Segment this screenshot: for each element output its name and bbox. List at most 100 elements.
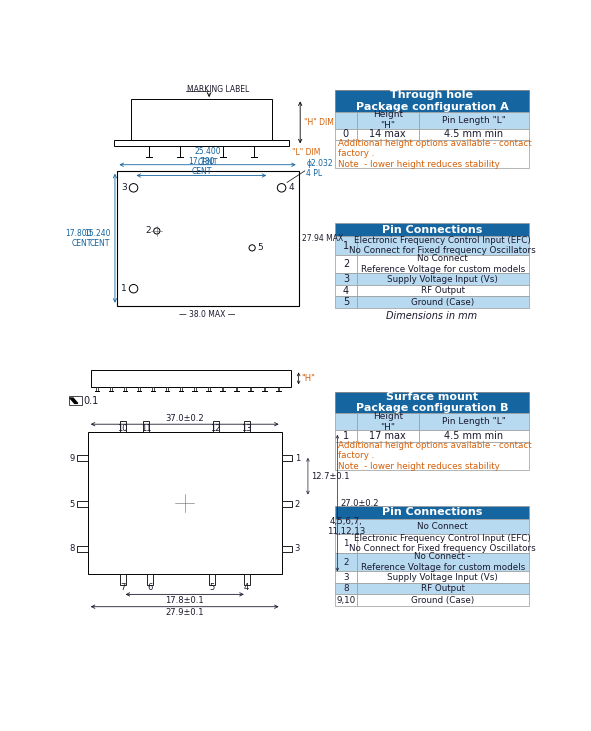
Bar — [243, 575, 250, 585]
Polygon shape — [70, 398, 78, 404]
Bar — [213, 421, 219, 432]
Bar — [357, 594, 529, 606]
Text: Height
"H": Height "H" — [373, 110, 403, 130]
Bar — [357, 296, 529, 308]
Bar — [124, 387, 126, 391]
Text: 0.1: 0.1 — [83, 395, 99, 406]
Text: Electronic Frequency Control Input (EFC)
No Connect for Fixed frequency Oscillat: Electronic Frequency Control Input (EFC)… — [349, 534, 536, 553]
Bar — [166, 387, 168, 391]
Bar — [335, 285, 357, 296]
Text: Electronic Frequency Control Input (EFC)
No Connect for Fixed frequency Oscillat: Electronic Frequency Control Input (EFC)… — [349, 236, 536, 255]
Text: 27.0±0.2: 27.0±0.2 — [340, 499, 379, 507]
Text: 9: 9 — [69, 454, 74, 463]
Bar — [96, 387, 98, 391]
Bar — [77, 455, 88, 461]
Bar — [131, 99, 271, 140]
Bar — [357, 273, 529, 285]
Bar — [152, 387, 154, 391]
Text: — 38.0 MAX —: — 38.0 MAX — — [180, 311, 236, 319]
Bar — [250, 387, 251, 391]
Text: 1: 1 — [343, 539, 349, 548]
Text: Dimensions in mm: Dimensions in mm — [387, 311, 478, 321]
Text: 2: 2 — [146, 227, 151, 235]
Bar — [147, 575, 153, 585]
Bar — [357, 236, 529, 255]
Text: 4: 4 — [244, 583, 249, 592]
Bar — [335, 519, 357, 534]
Bar — [335, 534, 357, 553]
Bar — [357, 129, 419, 140]
Text: 4.5 mm min: 4.5 mm min — [444, 129, 504, 140]
Bar — [335, 442, 529, 469]
Bar — [119, 421, 126, 432]
Bar — [77, 501, 88, 507]
Text: 5: 5 — [258, 243, 264, 252]
Text: 14 max: 14 max — [369, 129, 406, 140]
Text: Supply Voltage Input (Vs): Supply Voltage Input (Vs) — [387, 275, 498, 284]
Bar — [335, 583, 357, 594]
Bar — [114, 140, 288, 146]
Bar — [119, 575, 126, 585]
Bar — [357, 431, 419, 442]
Text: 0: 0 — [343, 129, 349, 140]
Bar — [335, 414, 357, 431]
Bar — [357, 285, 529, 296]
Text: Supply Voltage Input (Vs): Supply Voltage Input (Vs) — [387, 572, 498, 582]
Bar — [208, 387, 209, 391]
Text: MARKING LABEL: MARKING LABEL — [187, 85, 249, 94]
Bar — [335, 572, 357, 583]
Text: 4.5 mm min: 4.5 mm min — [444, 431, 504, 441]
Text: 4: 4 — [343, 286, 349, 295]
Bar — [243, 421, 250, 432]
Text: "H": "H" — [301, 374, 315, 383]
Text: Through hole
Package configuration A: Through hole Package configuration A — [356, 90, 508, 112]
Text: 15.240
CENT: 15.240 CENT — [84, 229, 111, 248]
Text: Additional height options available - contact
factory .
Note  - lower height red: Additional height options available - co… — [338, 139, 532, 169]
Bar — [335, 90, 529, 112]
Text: 10: 10 — [118, 423, 128, 433]
Text: 17.8±0.1: 17.8±0.1 — [165, 596, 204, 605]
Bar — [357, 553, 529, 572]
Text: 17.800
CENT: 17.800 CENT — [65, 229, 92, 248]
Bar — [264, 387, 265, 391]
Bar — [281, 546, 293, 552]
Text: Pin Connections: Pin Connections — [382, 507, 482, 518]
Text: Ground (Case): Ground (Case) — [411, 596, 475, 605]
Text: No Connect
Reference Voltage for custom models: No Connect Reference Voltage for custom … — [361, 254, 525, 273]
Text: 1: 1 — [343, 240, 349, 251]
Circle shape — [129, 284, 138, 293]
Text: Pin Length "L": Pin Length "L" — [442, 417, 506, 426]
Text: 8: 8 — [69, 545, 74, 553]
Text: 5: 5 — [343, 298, 349, 307]
Text: 2: 2 — [295, 500, 300, 509]
Bar — [357, 112, 419, 129]
Text: 3: 3 — [295, 545, 300, 553]
Bar — [357, 519, 529, 534]
Bar — [335, 112, 357, 129]
Text: 4: 4 — [288, 183, 294, 192]
Circle shape — [249, 245, 255, 251]
Bar — [77, 546, 88, 552]
Text: "L" DIM: "L" DIM — [293, 148, 321, 157]
Bar — [335, 273, 357, 285]
Bar — [419, 129, 529, 140]
Bar — [419, 414, 529, 431]
Bar — [357, 414, 419, 431]
Text: No Connect -
Reference Voltage for custom models: No Connect - Reference Voltage for custo… — [361, 553, 525, 572]
Text: RF Output: RF Output — [421, 286, 465, 295]
Text: Height
"H": Height "H" — [373, 412, 403, 431]
Text: 17 max: 17 max — [369, 431, 406, 441]
Text: 3: 3 — [121, 183, 126, 192]
Text: Additional height options available - contact
factory .
Note  - lower height red: Additional height options available - co… — [338, 441, 532, 471]
Bar — [335, 594, 357, 606]
Bar — [335, 236, 357, 255]
Bar — [69, 396, 82, 405]
Bar — [335, 392, 529, 414]
Bar — [281, 455, 293, 461]
Bar — [281, 501, 293, 507]
Text: "H" DIM: "H" DIM — [304, 118, 334, 127]
Bar — [419, 112, 529, 129]
Text: 3: 3 — [343, 274, 349, 284]
Bar — [335, 129, 357, 140]
Text: Pin Length "L": Pin Length "L" — [442, 115, 506, 124]
